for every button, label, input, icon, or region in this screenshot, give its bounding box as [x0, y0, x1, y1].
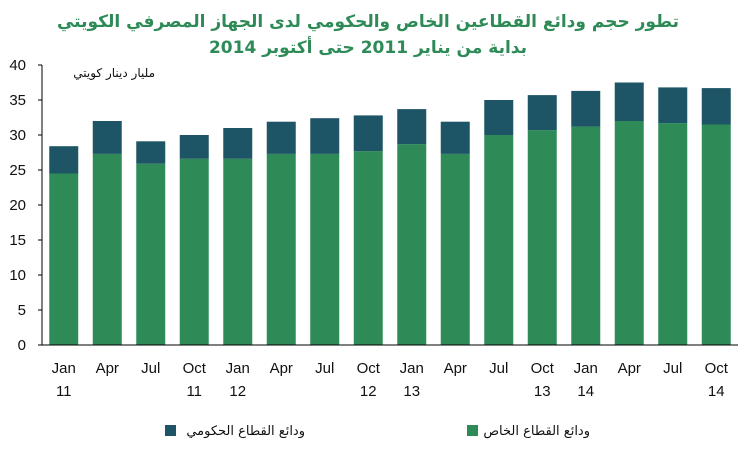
- bar-government-sector: [571, 90, 601, 127]
- bar-private-sector: [179, 158, 209, 345]
- legend-private-sector-label: ودائع القطاع الخاص: [483, 424, 590, 439]
- y-tick-label: 35: [9, 92, 26, 109]
- x-axis: Jan 11 Apr Jul Oct 11 Jan 12 Apr Jul Oct 12 Jan 13 Apr…: [42, 344, 738, 400]
- x-tick-label-month: Apr: [270, 360, 293, 377]
- y-tick-label: 10: [9, 267, 26, 284]
- bar-private-sector: [353, 151, 383, 345]
- bar-government-sector: [658, 87, 688, 124]
- x-tick-label-year: 14: [577, 383, 594, 400]
- bar-private-sector: [484, 135, 514, 345]
- bar-private-sector: [92, 153, 122, 345]
- bar-private-sector: [266, 153, 296, 345]
- x-tick-label-year: 12: [360, 383, 377, 400]
- x-tick-label-month: Oct: [531, 360, 555, 377]
- y-axis-unit-label: مليار دينار كويتي: [73, 66, 155, 81]
- y-tick-label: 25: [9, 162, 26, 179]
- bar-government-sector: [223, 128, 253, 159]
- x-tick-label-month: Apr: [444, 360, 467, 377]
- x-tick-label-month: Apr: [618, 360, 641, 377]
- bar-private-sector: [310, 153, 340, 345]
- y-tick-label: 40: [9, 57, 26, 74]
- bar-government-sector: [440, 121, 470, 154]
- x-tick-label-month: Oct: [357, 360, 381, 377]
- bar-government-sector: [397, 109, 427, 145]
- legend-private-sector-swatch: [467, 425, 478, 436]
- bars-group: [49, 82, 731, 345]
- x-tick-label-year: 13: [403, 383, 420, 400]
- bar-government-sector: [614, 82, 644, 121]
- x-tick-label-year: 14: [708, 383, 725, 400]
- y-axis: 0 5 10 15 20 25 30 35 40: [9, 57, 43, 354]
- bar-government-sector: [136, 141, 166, 164]
- bar-government-sector: [179, 135, 209, 159]
- x-tick-label-year: 12: [229, 383, 246, 400]
- y-tick-label: 20: [9, 197, 26, 214]
- y-tick-label: 15: [9, 232, 26, 249]
- bar-government-sector: [701, 88, 731, 125]
- x-tick-label-year: 11: [186, 383, 202, 400]
- bar-private-sector: [49, 173, 79, 345]
- legend: ودائع القطاع الحكومي ودائع القطاع الخاص: [165, 424, 590, 439]
- x-tick-label-month: Oct: [705, 360, 729, 377]
- bar-government-sector: [353, 115, 383, 152]
- bar-private-sector: [223, 158, 253, 345]
- y-tick-label: 5: [18, 302, 26, 319]
- bar-private-sector: [136, 163, 166, 345]
- y-tick-label: 0: [18, 337, 26, 354]
- x-tick-label-month: Jan: [574, 360, 598, 377]
- bar-government-sector: [484, 100, 514, 135]
- x-tick-label-year: 11: [56, 383, 72, 400]
- bar-private-sector: [440, 153, 470, 345]
- y-tick-label: 30: [9, 127, 26, 144]
- chart-title-line-1: تطور حجم ودائع القطاعين الخاص والحكومي ل…: [57, 12, 679, 32]
- bar-private-sector: [397, 144, 427, 345]
- bar-government-sector: [92, 121, 122, 154]
- x-tick-label-month: Jul: [315, 360, 334, 377]
- x-tick-label-month: Apr: [96, 360, 119, 377]
- bar-private-sector: [614, 121, 644, 345]
- x-tick-label-year: 13: [534, 383, 551, 400]
- x-tick-label-month: Jul: [141, 360, 160, 377]
- x-tick-label-month: Jan: [400, 360, 424, 377]
- chart-title-line-2: بداية من يناير 2011 حتى أكتوبر 2014: [209, 36, 527, 58]
- bar-government-sector: [527, 95, 557, 131]
- bar-government-sector: [266, 121, 296, 154]
- bar-government-sector: [49, 146, 79, 174]
- x-tick-label-month: Jan: [226, 360, 250, 377]
- x-tick-label-month: Jul: [663, 360, 682, 377]
- bar-government-sector: [310, 118, 340, 154]
- legend-government-sector-label: ودائع القطاع الحكومي: [186, 424, 305, 439]
- bar-private-sector: [527, 130, 557, 345]
- bar-private-sector: [701, 124, 731, 345]
- x-tick-label-month: Jul: [489, 360, 508, 377]
- x-tick-label-month: Oct: [183, 360, 207, 377]
- legend-government-sector-swatch: [165, 425, 176, 436]
- x-tick-label-month: Jan: [52, 360, 76, 377]
- bar-private-sector: [571, 126, 601, 345]
- bar-private-sector: [658, 123, 688, 345]
